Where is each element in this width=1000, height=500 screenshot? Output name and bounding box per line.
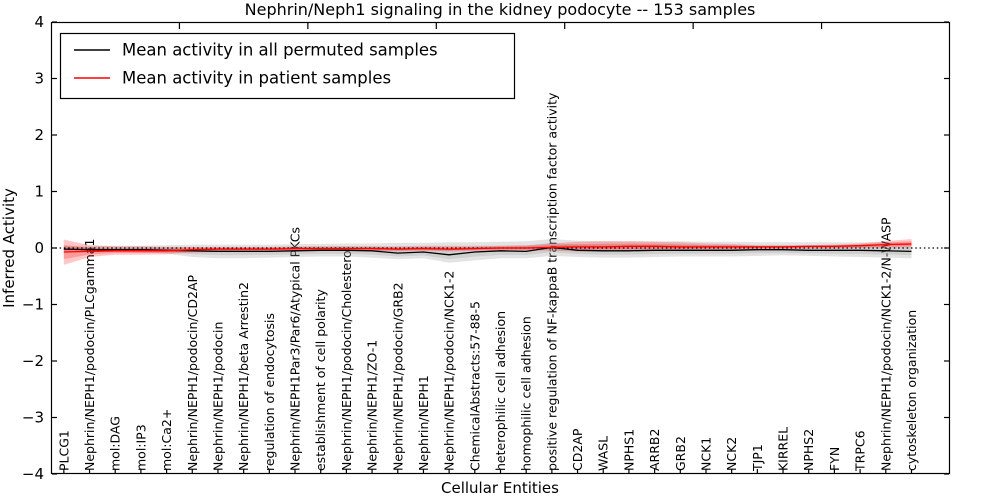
xtick-label: ARRB2 (647, 429, 662, 471)
axes-layer: 4 3 2 1 0 −1 −2 −3 −4 (22, 13, 951, 483)
legend-label-patient: Mean activity in patient samples (122, 69, 391, 88)
xtick-label: cytoskeleton organization (904, 310, 919, 471)
xtick-label: WASL (596, 436, 611, 471)
ytick-label: 4 (34, 13, 44, 31)
ytick-label: −1 (22, 296, 44, 314)
plot-frame (50, 21, 951, 475)
xtick-label: Nephrin/NEPH1 (416, 375, 431, 471)
xtick-label: mol:IP3 (133, 424, 148, 471)
ytick-label: 3 (34, 70, 44, 88)
ytick-label: −2 (22, 352, 44, 370)
xtick-label: CD2AP (570, 428, 585, 471)
series-lines-layer (51, 243, 950, 256)
legend: Mean activity in all permuted samples Me… (59, 32, 516, 100)
xtick-label: establishment of cell polarity (313, 289, 328, 471)
xtick-label: positive regulation of NF-kappaB transcr… (544, 92, 559, 471)
chart-title: Nephrin/Neph1 signaling in the kidney po… (245, 0, 756, 19)
legend-label-permuted: Mean activity in all permuted samples (122, 41, 438, 60)
series-line (63, 246, 912, 256)
legend-entry-permuted: Mean activity in all permuted samples (74, 41, 438, 60)
xtick-label: Nephrin/NEPH1/ZO-1 (365, 340, 380, 471)
xtick-label: TRPC6 (853, 430, 868, 472)
xtick-label: homophilic cell adhesion (519, 316, 534, 471)
y-axis-label: Inferred Activity (0, 188, 18, 308)
xtick-label: NPHS1 (621, 429, 636, 471)
legend-box (59, 32, 516, 100)
xtick-label: Nephrin/NEPH1/podocin/NCK1-2/N-WASP (878, 217, 893, 471)
xtick-labels-layer: PLCG1 Nephrin/NEPH1/podocin/PLCgamma1 mol:… (56, 92, 919, 472)
ytick-label: 2 (34, 126, 44, 144)
x-axis-label: Cellular Entities (441, 479, 559, 497)
xtick-label: KIRREL (776, 427, 791, 471)
xtick-label: NPHS2 (801, 429, 816, 471)
xtick-label: Nephrin/NEPH1/beta Arrestin2 (236, 282, 251, 471)
xtick-label: mol:Ca2+ (159, 409, 174, 471)
xtick-label: Nephrin/NEPH1Par3/Par6/Atypical PKCs (288, 227, 303, 471)
ytick-label: −3 (22, 409, 44, 427)
xtick-label: ChemicalAbstracts:57-88-5 (467, 301, 482, 471)
ytick-label: 1 (34, 183, 44, 201)
xtick-label: GRB2 (673, 436, 688, 471)
ytick-label: −4 (22, 465, 44, 483)
xtick-label: regulation of endocytosis (262, 313, 277, 471)
patient-samples-spread-outer (63, 239, 912, 265)
xtick-label: mol:DAG (108, 416, 123, 471)
xtick-label: Nephrin/NEPH1/podocin/PLCgamma1 (82, 239, 97, 471)
xtick-label: Nephrin/NEPH1/podocin/NCK1-2 (442, 271, 457, 471)
patient-samples-spread-inner (63, 241, 912, 260)
xtick-label: Nephrin/NEPH1/podocin/GRB2 (390, 282, 405, 471)
ytick-label: 0 (34, 239, 44, 257)
xtick-label: PLCG1 (56, 430, 71, 471)
xtick-label: TJP1 (750, 444, 765, 472)
legend-entry-patient: Mean activity in patient samples (74, 69, 391, 88)
xtick-label: Nephrin/NEPH1/podocin/CD2AP (185, 275, 200, 471)
xtick-label: NCK1 (698, 437, 713, 471)
xtick-label: NCK2 (724, 437, 739, 471)
xtick-label: heterophilic cell adhesion (493, 311, 508, 471)
series-line (63, 243, 912, 253)
xtick-label: Nephrin/NEPH1/podocin (210, 322, 225, 471)
xtick-label: FYN (827, 447, 842, 471)
xtick-label: Nephrin/NEPH1/podocin/Cholesterol (339, 247, 354, 471)
